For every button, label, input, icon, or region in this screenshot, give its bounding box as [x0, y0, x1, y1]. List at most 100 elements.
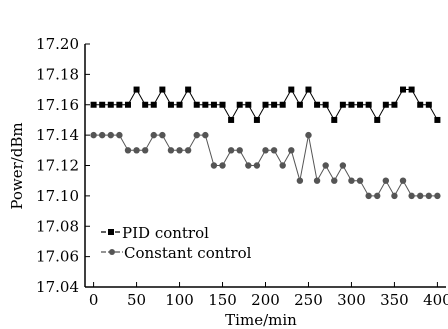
legend: PID control Constant control [101, 224, 252, 262]
series-1-point [288, 147, 295, 154]
series-0-point [262, 101, 269, 108]
y-tick-label: 17.16 [36, 96, 79, 114]
series-0-point [425, 101, 432, 108]
x-tick-label: 300 [337, 291, 366, 309]
series-0-point [210, 101, 217, 108]
y-tick-label: 17.12 [36, 157, 79, 175]
series-0-point [142, 101, 149, 108]
series-1-point [98, 131, 106, 139]
series-0-point [417, 101, 424, 108]
series-0-point [391, 101, 398, 108]
series-1-point [90, 131, 97, 139]
x-axis-title: Time/min [225, 311, 297, 329]
series-0-point [348, 101, 355, 108]
series-1-point [236, 147, 243, 154]
series-0-point [116, 101, 123, 108]
series-0-point [296, 101, 303, 108]
series-0-point [382, 101, 389, 108]
series-0-point [219, 101, 226, 108]
series-0-point [314, 101, 321, 108]
series-0-point [408, 86, 415, 93]
series-0-point [150, 101, 157, 108]
series-1-point [331, 177, 338, 184]
y-tick-label: 17.10 [36, 187, 79, 205]
series-1-point [339, 162, 347, 169]
series-0-point [193, 101, 200, 108]
legend-entry-constant: Constant control [101, 244, 252, 262]
series-0-point [185, 86, 192, 93]
series-0-point [400, 86, 407, 93]
legend-label-constant: Constant control [124, 244, 252, 262]
series-0-point [124, 101, 131, 108]
series-1-point [322, 162, 329, 169]
series-0-point [107, 101, 114, 108]
series-0-point [167, 101, 174, 108]
y-tick-label: 17.18 [36, 65, 79, 83]
x-tick-label: 250 [294, 291, 323, 309]
series-0-point [245, 101, 252, 108]
series-1-point [434, 192, 441, 200]
series-0-point [434, 116, 441, 123]
series-1-point [382, 177, 390, 184]
x-tick-label: 400 [423, 291, 448, 309]
series-1-point [107, 131, 114, 139]
series-1-point [313, 177, 321, 184]
series-1-point [210, 162, 218, 169]
series-1-point [184, 147, 192, 154]
x-tick-label: 100 [165, 291, 194, 309]
y-tick-label: 17.14 [36, 126, 79, 144]
series-0-point [271, 101, 278, 108]
series-0-point [159, 86, 166, 93]
series-0-point [339, 101, 346, 108]
series-1-point [365, 192, 372, 200]
series-0-point [322, 101, 329, 108]
series-1-point [133, 147, 140, 154]
x-tick-label: 150 [208, 291, 237, 309]
series-1-point [219, 162, 226, 169]
x-tick-label: 0 [89, 291, 99, 309]
series-1-point [116, 131, 123, 139]
series-0-point [228, 116, 235, 123]
series-1-point [356, 177, 364, 184]
series-1-point [193, 131, 200, 139]
x-tick-label: 50 [127, 291, 146, 309]
series-1-point [270, 147, 278, 154]
series-0-point [90, 101, 97, 108]
series-0-point [279, 101, 286, 108]
series-1-point [262, 147, 269, 154]
series-0-point [305, 86, 312, 93]
series-0-point [236, 101, 243, 108]
series-layer [90, 86, 441, 200]
series-0-point [374, 116, 381, 123]
x-tick-label: 200 [251, 291, 280, 309]
series-1-point [253, 162, 261, 169]
series-1-point [279, 162, 286, 169]
series-0-point [357, 101, 364, 108]
series-0-point [176, 101, 183, 108]
series-0-point [331, 116, 338, 123]
series-1-point [124, 147, 132, 154]
y-tick-label: 17.08 [36, 217, 79, 235]
series-1-point [417, 192, 424, 200]
series-1-point [167, 147, 175, 154]
series-0-point [99, 101, 106, 108]
series-1-point [374, 192, 381, 200]
series-1-point [425, 192, 433, 200]
series-1-point [159, 131, 166, 139]
legend-marker-square [108, 229, 114, 235]
y-tick-label: 17.20 [36, 35, 79, 53]
series-0-point [133, 86, 140, 93]
series-1-point [408, 192, 415, 200]
series-0-point [253, 116, 260, 123]
series-0-point [365, 101, 372, 108]
series-1-point [150, 131, 157, 139]
series-1-point [202, 131, 209, 139]
y-ticks: 17.04 17.06 17.08 17.10 17.12 17.14 17.16 17.18… [36, 35, 90, 296]
legend-marker-circle [109, 249, 115, 255]
y-tick-label: 17.04 [36, 278, 79, 296]
series-0-point [202, 101, 209, 108]
y-axis-title: Power/dBm [8, 122, 26, 209]
series-1-point [296, 177, 304, 184]
